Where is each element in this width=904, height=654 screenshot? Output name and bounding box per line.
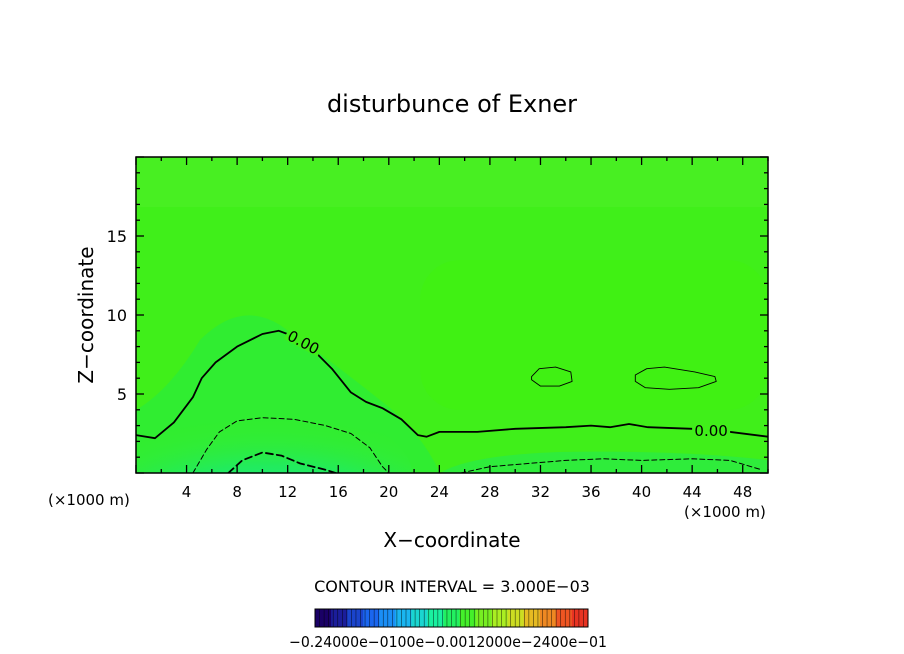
x-tick-label: 4 xyxy=(182,483,192,501)
y-tick-label: 15 xyxy=(107,227,127,246)
colorbar-segment xyxy=(315,609,332,627)
x-tick-label: 36 xyxy=(581,483,600,501)
contour-label: 0.00 xyxy=(694,422,727,440)
x-unit-right: (×1000 m) xyxy=(684,503,766,521)
colorbar-segment xyxy=(427,609,444,627)
colorbar-frame xyxy=(314,608,589,628)
contour-label-bg xyxy=(283,324,325,357)
x-axis-label: X−coordinate xyxy=(383,528,520,552)
colorbar-segment xyxy=(331,609,348,627)
y-axis-label: Z−coordinate xyxy=(74,246,98,383)
x-tick-label: 40 xyxy=(632,483,651,501)
colorbar xyxy=(314,609,589,627)
contour-line-5 xyxy=(634,366,717,390)
axis-ticks xyxy=(135,156,769,474)
contour-interval-text: CONTOUR INTERVAL = 3.000E−03 xyxy=(314,577,590,596)
colorbar-segment xyxy=(395,609,412,627)
colorbar-segment xyxy=(347,609,364,627)
colorbar-segment xyxy=(555,609,573,627)
x-tick-labels: 4 8 12 16 20 24 28 32 36 40 44 48 xyxy=(182,483,752,501)
colorbar-segment xyxy=(571,609,589,627)
colorbar-segment xyxy=(459,609,477,627)
x-tick-label: 20 xyxy=(379,483,398,501)
contour-line-4 xyxy=(531,366,573,387)
contour-line-3 xyxy=(460,458,763,473)
colorbar-segment xyxy=(491,609,509,627)
y-tick-label: 10 xyxy=(107,306,127,325)
contour-line-0 xyxy=(136,329,768,440)
x-tick-label: 44 xyxy=(683,483,702,501)
y-tick-label: 5 xyxy=(117,385,127,404)
field-shade-blob xyxy=(136,403,413,473)
field-shade-bottom-right xyxy=(440,451,768,473)
x-tick-label: 28 xyxy=(480,483,499,501)
x-tick-label: 48 xyxy=(733,483,752,501)
colorbar-segment xyxy=(539,609,557,627)
contour-line-2 xyxy=(227,451,337,473)
field-shade-right xyxy=(420,260,768,410)
x-tick-label: 16 xyxy=(329,483,348,501)
y-tick-labels: 5 10 15 xyxy=(107,227,127,404)
field-shade-top xyxy=(136,157,768,207)
x-tick-label: 24 xyxy=(430,483,449,501)
colorbar-labels: −0.24000e−0100e−0.0012000e−2400e−01 xyxy=(289,633,607,651)
chart-title: disturbunce of Exner xyxy=(327,90,577,118)
contour-label-bg xyxy=(692,420,731,437)
colorbar-segment xyxy=(523,609,541,627)
colorbar-segment xyxy=(475,609,493,627)
x-tick-label: 8 xyxy=(232,483,242,501)
x-unit-left: (×1000 m) xyxy=(48,491,130,509)
contour-line-1 xyxy=(192,417,390,473)
contour-labels: 0.000.00 xyxy=(283,324,731,440)
x-tick-label: 12 xyxy=(278,483,297,501)
colorbar-segment xyxy=(507,609,525,627)
contour-lines xyxy=(136,329,768,473)
colorbar-segment xyxy=(363,609,380,627)
x-tick-label: 32 xyxy=(531,483,550,501)
